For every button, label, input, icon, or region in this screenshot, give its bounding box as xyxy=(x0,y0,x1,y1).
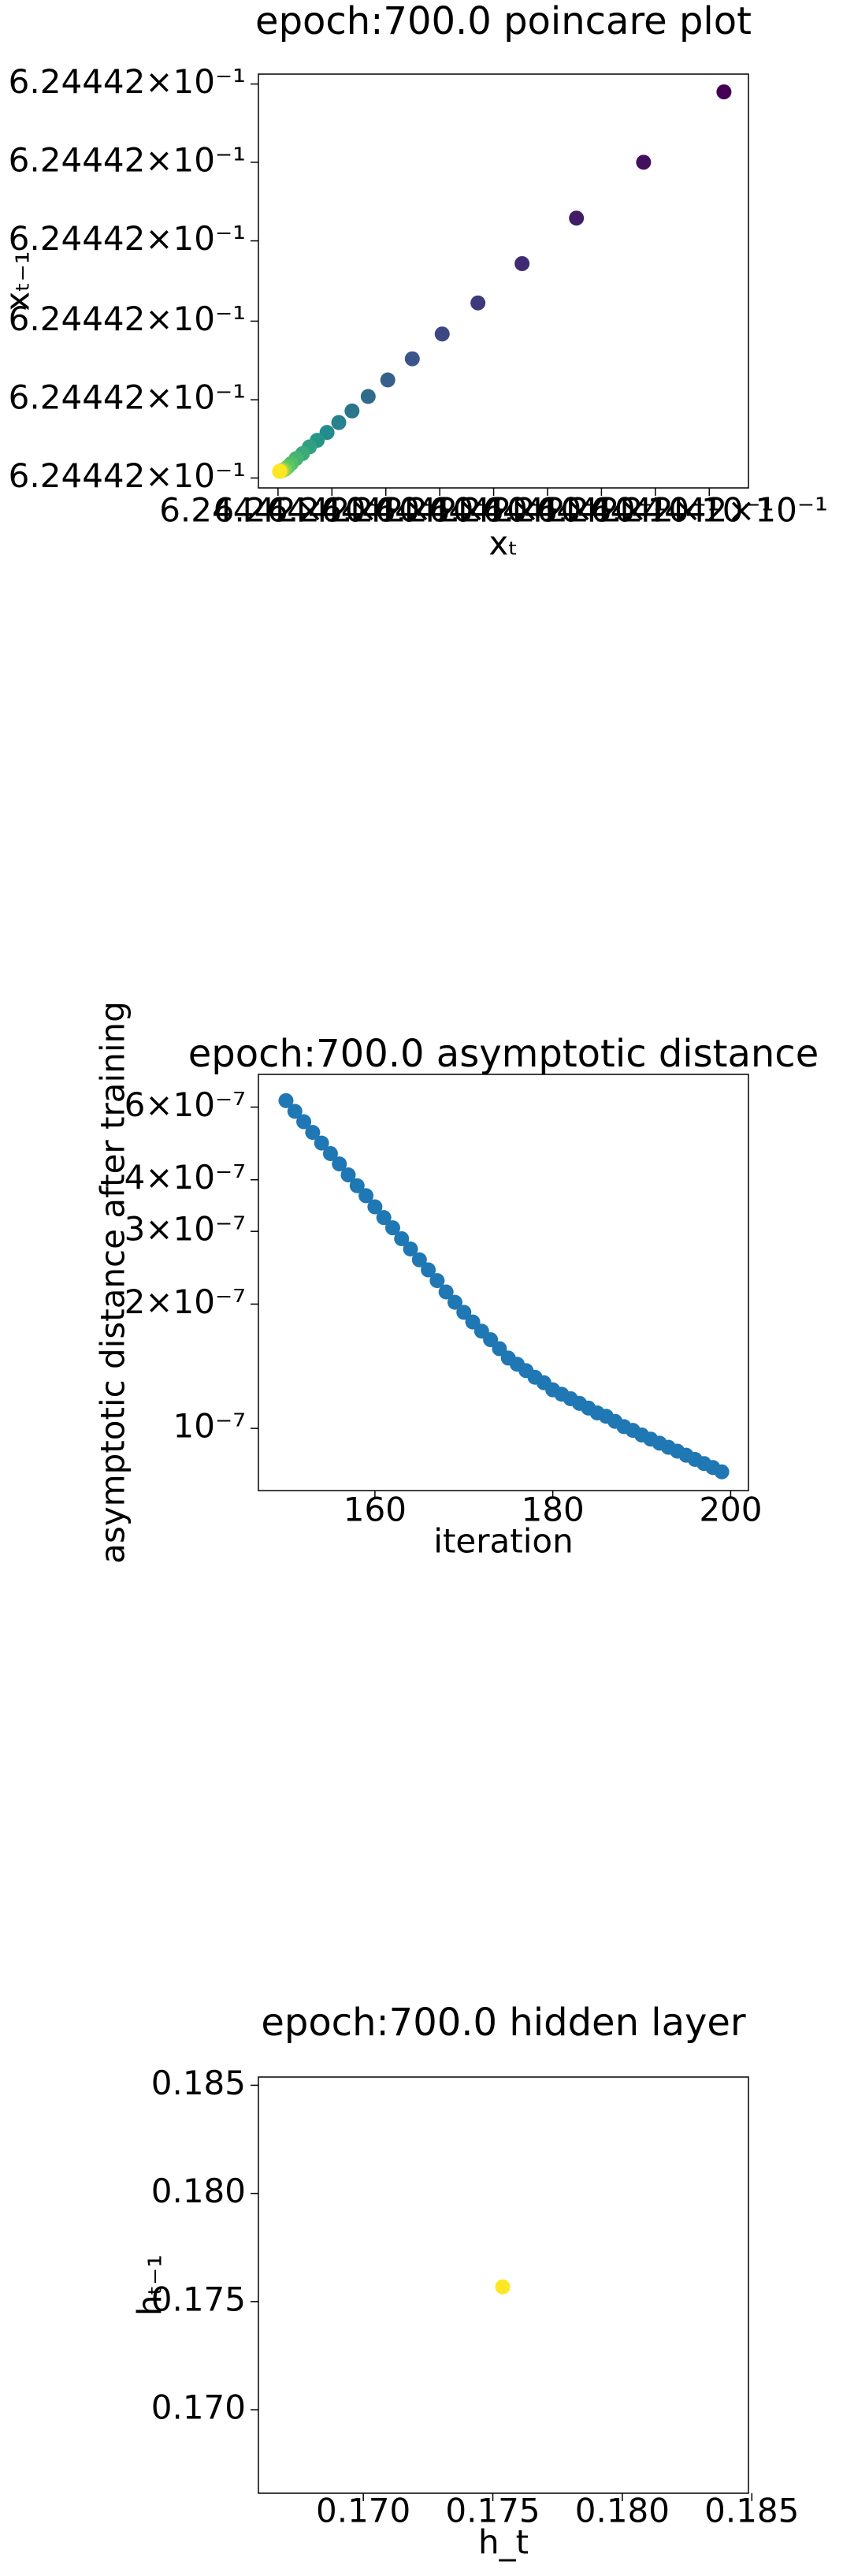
point xyxy=(331,415,347,430)
point xyxy=(296,1114,312,1130)
x-tick-label: 160 xyxy=(344,1491,407,1529)
point xyxy=(403,1241,418,1256)
plot-frame xyxy=(258,1074,749,1491)
point xyxy=(322,1145,338,1161)
point xyxy=(492,1341,507,1357)
point xyxy=(278,1093,294,1108)
point xyxy=(394,1230,410,1246)
chart-title: epoch:700.0 asymptotic distance xyxy=(188,1032,819,1076)
point xyxy=(384,1220,400,1236)
point xyxy=(340,1167,356,1183)
plot-frame xyxy=(258,2076,749,2494)
x-tick-label: 6.24442×10⁻¹ xyxy=(214,491,451,530)
x-tick-label: 6.24442×10⁻¹ xyxy=(483,491,720,530)
y-axis-label: xₜ₋₁ xyxy=(0,251,37,311)
y-tick-label: 6×10⁻⁷ xyxy=(124,1085,246,1124)
x-tick-label: 180 xyxy=(522,1491,585,1529)
point xyxy=(305,1125,321,1141)
y-axis-label: asymptotic distance after training xyxy=(94,1001,132,1564)
y-tick-label: 0.185 xyxy=(151,2064,246,2102)
x-tick-label: 6.24442×10⁻¹ xyxy=(537,491,774,530)
x-tick-label: 200 xyxy=(699,1491,762,1529)
x-tick-label: 6.24442×10⁻¹ xyxy=(267,491,504,530)
point xyxy=(429,1273,445,1289)
point xyxy=(636,154,652,170)
x-tick-label: 6.24442×10⁻¹ xyxy=(159,491,396,530)
y-tick-label: 0.170 xyxy=(151,2388,246,2427)
point xyxy=(344,403,360,419)
x-tick-label: 6.24442×10⁻¹ xyxy=(429,491,666,530)
chart-title: epoch:700.0 hidden layer xyxy=(261,2001,746,2045)
x-tick-label: 6.24442×10⁻¹ xyxy=(321,491,558,530)
point xyxy=(380,372,396,388)
y-tick-label: 2×10⁻⁷ xyxy=(124,1282,246,1321)
y-tick-label: 0.175 xyxy=(151,2280,246,2318)
y-tick-label: 6.24442×10⁻¹ xyxy=(9,219,246,258)
point xyxy=(434,326,450,342)
y-tick-label: 4×10⁻⁷ xyxy=(124,1158,246,1197)
y-tick-label: 6.24442×10⁻¹ xyxy=(9,300,246,338)
point xyxy=(349,1178,365,1193)
chart-title: epoch:700.0 poincare plot xyxy=(255,0,752,43)
point xyxy=(447,1294,462,1310)
point xyxy=(272,463,288,479)
point xyxy=(438,1284,454,1300)
point xyxy=(358,1188,374,1204)
plot-frame xyxy=(258,73,749,489)
y-tick-label: 10⁻⁷ xyxy=(173,1407,246,1446)
y-tick-label: 6.24442×10⁻¹ xyxy=(9,378,246,417)
point xyxy=(714,1464,730,1480)
x-axis-label: h_t xyxy=(478,2523,529,2562)
x-axis-label: xₜ xyxy=(488,524,518,563)
y-tick-label: 6.24442×10⁻¹ xyxy=(9,140,246,179)
point xyxy=(470,295,486,311)
point xyxy=(716,84,732,100)
y-axis-label: hₜ₋₁ xyxy=(131,2254,169,2316)
point xyxy=(404,351,420,367)
x-tick-label: 0.185 xyxy=(704,2492,799,2530)
x-tick-label: 0.175 xyxy=(445,2492,540,2530)
point xyxy=(514,255,530,271)
point xyxy=(421,1262,436,1278)
point xyxy=(456,1305,472,1320)
point xyxy=(360,389,376,404)
point xyxy=(287,1104,303,1119)
x-axis-label: iteration xyxy=(433,1522,573,1561)
x-tick-label: 0.170 xyxy=(316,2492,410,2530)
x-tick-label: 6.24442×10⁻¹ xyxy=(591,491,828,530)
x-tick-label: 0.180 xyxy=(575,2492,670,2530)
y-tick-label: 6.24442×10⁻¹ xyxy=(9,62,246,101)
point xyxy=(332,1156,347,1172)
point xyxy=(314,1135,329,1151)
point xyxy=(376,1210,392,1226)
point xyxy=(495,2279,511,2295)
point xyxy=(569,210,585,226)
y-tick-label: 0.180 xyxy=(151,2172,246,2210)
point xyxy=(411,1252,427,1268)
x-tick-label: 6.24442×10⁻¹ xyxy=(375,491,612,530)
point xyxy=(367,1199,383,1215)
y-tick-label: 3×10⁻⁷ xyxy=(124,1210,246,1249)
y-tick-label: 6.24442×10⁻¹ xyxy=(9,456,246,495)
